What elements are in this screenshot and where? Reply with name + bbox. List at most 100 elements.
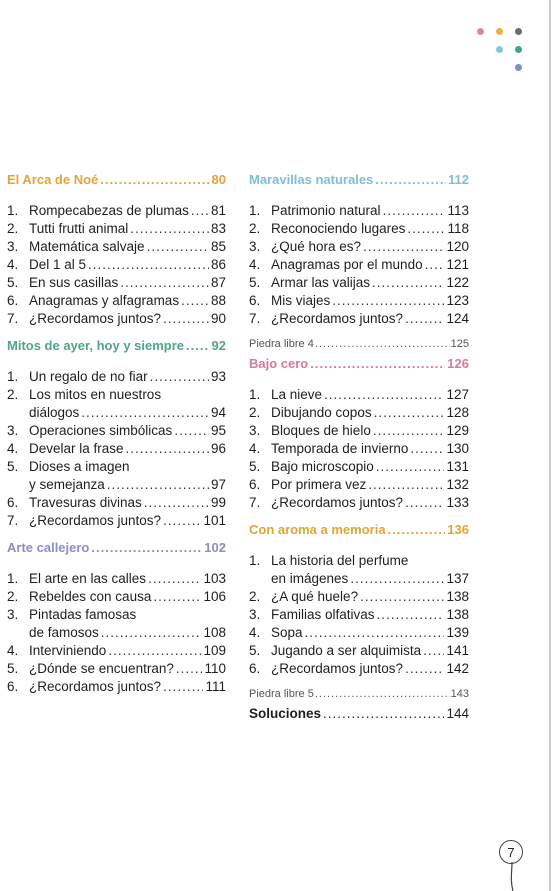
list-item[interactable]: 4.Develar la frase96 [7,440,226,458]
list-item[interactable]: 4.Anagramas por el mundo121 [249,256,469,274]
list-item[interactable]: 7.¿Recordamos juntos?133 [249,494,469,512]
solutions-page: 144 [446,706,469,721]
item-label: ¿Recordamos juntos? [29,311,162,326]
item-label: Matemática salvaje [29,239,145,254]
item-page: 101 [203,513,226,528]
section-title[interactable]: Con aroma a memoria 136 [249,522,469,537]
list-item[interactable]: 1.El arte en las calles103 [7,570,226,588]
list-item[interactable]: 6.Anagramas y alfagramas88 [7,292,226,310]
item-label: ¿Qué hora es? [271,239,362,254]
decor-dot-icon [515,46,522,53]
section-page: 80 [211,172,226,187]
list-item[interactable]: 4.Temporada de invierno130 [249,440,469,458]
item-page: 90 [210,311,226,326]
toc-left-column: El Arca de Noé 80 1.Rompecabezas de plum… [7,172,226,696]
list-item[interactable]: 2.Los mitos en nuestrosdiálogos94 [7,386,226,422]
list-item[interactable]: 7.¿Recordamos juntos?124 [249,310,469,328]
list-item[interactable]: 7.¿Recordamos juntos?90 [7,310,226,328]
item-label: Rebeldes con causa [29,589,152,604]
decor-dot-icon [496,46,503,53]
item-label: Bloques de hielo [271,423,371,438]
list-item[interactable]: 1.Patrimonio natural113 [249,202,469,220]
item-list: 1.El arte en las calles103 2.Rebeldes co… [7,570,226,696]
item-page: 96 [210,441,226,456]
list-item[interactable]: 3.Familias olfativas138 [249,606,469,624]
item-page: 131 [446,459,469,474]
list-item[interactable]: 6.Travesuras divinas99 [7,494,226,512]
list-item[interactable]: 3.Matemática salvaje85 [7,238,226,256]
section-title[interactable]: Maravillas naturales 112 [249,172,469,187]
list-item[interactable]: 4.Interviniendo109 [7,642,226,660]
list-item[interactable]: 7.¿Recordamos juntos?101 [7,512,226,530]
item-label: Temporada de invierno [271,441,409,456]
section-title[interactable]: El Arca de Noé 80 [7,172,226,187]
list-item[interactable]: 5.En sus casillas87 [7,274,226,292]
list-item[interactable]: 2.Rebeldes con causa106 [7,588,226,606]
list-item[interactable]: 6.¿Recordamos juntos?111 [7,678,226,696]
page-tab-tail-icon [510,862,514,891]
item-label: ¿Recordamos juntos? [271,661,404,676]
item-page: 95 [210,423,226,438]
section-title-text: Maravillas naturales [249,172,374,187]
list-item[interactable]: 1.Rompecabezas de plumas81 [7,202,226,220]
item-page: 86 [210,257,226,272]
list-item[interactable]: 2.Tutti frutti animal83 [7,220,226,238]
item-page: 99 [210,495,226,510]
item-label: Mis viajes [271,293,331,308]
section-title-text: El Arca de Noé [7,172,99,187]
piedra-libre-label: Piedra libre 4 [249,338,314,350]
list-item[interactable]: 4.Sopa139 [249,624,469,642]
piedra-libre-label: Piedra libre 5 [249,688,314,700]
item-page: 113 [447,203,469,218]
list-item[interactable]: 3.Operaciones simbólicas95 [7,422,226,440]
list-item[interactable]: 5.¿Dónde se encuentran?110 [7,660,226,678]
piedra-libre-entry[interactable]: Piedra libre 5 143 [249,688,469,700]
item-label: En sus casillas [29,275,119,290]
list-item[interactable]: 3.Bloques de hielo129 [249,422,469,440]
list-item[interactable]: 6.Mis viajes123 [249,292,469,310]
item-label: Dioses a imagen [29,459,130,474]
item-page: 133 [446,495,469,510]
page-number: 7 [499,840,523,864]
item-label: Tutti frutti animal [29,221,129,236]
item-label: Patrimonio natural [271,203,381,218]
list-item[interactable]: 5.Armar las valijas122 [249,274,469,292]
item-label: de famosos [29,625,99,640]
item-page: 111 [205,679,226,694]
solutions-label: Soluciones [249,706,322,721]
item-label: en imágenes [271,571,349,586]
item-list: 1.Patrimonio natural113 2.Reconociendo l… [249,202,469,328]
list-item[interactable]: 6.¿Recordamos juntos?142 [249,660,469,678]
decor-dot-icon [477,28,484,35]
section-title[interactable]: Mitos de ayer, hoy y siempre 92 [7,338,226,353]
list-item[interactable]: 2.Dibujando copos128 [249,404,469,422]
list-item[interactable]: 2.Reconociendo lugares118 [249,220,469,238]
item-page: 88 [210,293,226,308]
piedra-libre-entry[interactable]: Piedra libre 4 125 [249,338,469,350]
toc-section: Maravillas naturales 112 1.Patrimonio na… [249,172,469,350]
item-label: Familias olfativas [271,607,375,622]
section-title[interactable]: Arte callejero 102 [7,540,226,555]
list-item[interactable]: 6.Por primera vez132 [249,476,469,494]
item-label: Sopa [271,625,303,640]
list-item[interactable]: 2.¿A qué huele?138 [249,588,469,606]
section-page: 136 [447,522,469,537]
piedra-libre-page: 125 [450,338,469,350]
section-title[interactable]: Bajo cero 126 [249,356,469,371]
list-item[interactable]: 1.Un regalo de no fiar93 [7,368,226,386]
list-item[interactable]: 4.Del 1 al 586 [7,256,226,274]
list-item[interactable]: 5.Jugando a ser alquimista141 [249,642,469,660]
item-label: Un regalo de no fiar [29,369,148,384]
list-item[interactable]: 3.¿Qué hora es?120 [249,238,469,256]
item-page: 130 [446,441,469,456]
solutions-entry[interactable]: Soluciones 144 [249,706,469,721]
item-page: 127 [446,387,469,402]
item-page: 139 [446,625,469,640]
list-item[interactable]: 5.Bajo microscopio131 [249,458,469,476]
item-page: 83 [210,221,226,236]
list-item[interactable]: 1.La nieve127 [249,386,469,404]
item-page: 118 [447,221,469,236]
